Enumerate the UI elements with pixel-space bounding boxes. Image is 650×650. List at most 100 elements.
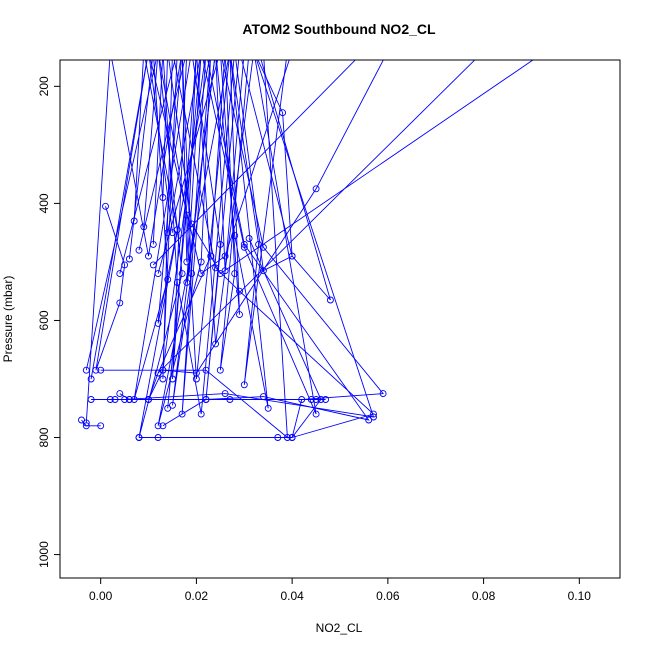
series-line: [152, 60, 356, 266]
profile-series: [149, 60, 356, 269]
series-line: [157, 60, 240, 315]
data-point: [259, 393, 267, 401]
profile-series: [97, 60, 291, 441]
data-point: [283, 434, 291, 441]
data-point: [169, 375, 176, 383]
series-line: [162, 60, 375, 439]
data-point: [149, 261, 157, 269]
data-point: [125, 255, 133, 263]
data-point: [212, 340, 220, 348]
y-axis-label: Pressure (mbar): [1, 276, 15, 363]
series-line: [162, 60, 370, 427]
x-tick-label: 0.02: [185, 589, 209, 603]
data-point: [221, 390, 229, 398]
x-tick-label: 0.00: [89, 589, 113, 603]
y-tick-label: 400: [37, 193, 51, 213]
series-line: [167, 60, 269, 409]
series-line: [152, 60, 293, 415]
y-tick-label: 800: [37, 427, 51, 447]
series-line: [143, 60, 287, 385]
data-point: [370, 410, 377, 418]
data-point: [116, 270, 124, 278]
x-axis: 0.00 0.02 0.04 0.06 0.08 0.10: [89, 577, 592, 603]
data-point: [97, 366, 105, 374]
x-tick-label: 0.08: [472, 589, 496, 603]
data-point: [226, 396, 234, 403]
data-point: [169, 401, 176, 409]
data-point: [312, 185, 320, 193]
data-point: [178, 270, 186, 278]
x-tick-label: 0.10: [568, 589, 592, 603]
series-line: [119, 60, 211, 415]
data-point: [154, 422, 162, 430]
data-point: [236, 311, 243, 319]
data-point: [145, 252, 152, 260]
data-point: [312, 396, 320, 403]
data-point: [164, 404, 172, 412]
data-point: [197, 270, 205, 278]
data-point: [216, 270, 224, 278]
series-line: [139, 60, 384, 438]
data-point: [240, 381, 248, 389]
data-point: [159, 422, 167, 430]
data-point: [116, 390, 124, 398]
data-point: [379, 390, 387, 398]
profile-series: [135, 60, 387, 441]
x-tick-label: 0.04: [280, 589, 304, 603]
profile-series: [154, 60, 243, 319]
profile-series: [87, 396, 320, 403]
x-axis-label: NO2_CL: [316, 621, 363, 635]
series-layer: [78, 60, 534, 441]
data-point: [240, 243, 248, 251]
series-line: [133, 60, 244, 406]
data-point: [178, 410, 186, 418]
data-point: [78, 416, 85, 424]
x-tick-label: 0.06: [376, 589, 400, 603]
data-point: [279, 109, 287, 117]
data-point: [317, 396, 325, 403]
data-point: [216, 366, 224, 374]
data-point: [173, 278, 181, 286]
y-tick-label: 200: [37, 76, 51, 96]
series-line: [100, 60, 288, 439]
plot-frame: [59, 59, 621, 579]
y-tick-label: 600: [37, 310, 51, 330]
data-point: [116, 299, 124, 307]
data-point: [298, 396, 306, 403]
profile-series: [78, 416, 105, 430]
y-axis: 200 400 600 800 1000: [37, 76, 61, 568]
series-line: [85, 60, 197, 423]
data-point: [102, 202, 109, 210]
chart-title: ATOM2 Southbound NO2_CL: [242, 21, 436, 37]
data-point: [87, 396, 95, 403]
data-point: [202, 366, 210, 374]
data-point: [221, 252, 229, 260]
data-point: [135, 246, 143, 254]
data-point: [159, 375, 167, 383]
data-point: [236, 287, 243, 295]
data-point: [326, 296, 334, 304]
series-line: [157, 60, 534, 374]
data-point: [259, 267, 267, 275]
data-point: [97, 422, 105, 430]
data-point: [322, 396, 330, 403]
data-point: [264, 404, 272, 412]
data-point: [207, 252, 215, 260]
data-point: [183, 258, 191, 266]
series-line: [128, 60, 240, 400]
profile-series: [164, 60, 320, 418]
data-point: [259, 243, 267, 251]
data-point: [82, 422, 90, 430]
data-point: [245, 235, 253, 242]
data-point: [197, 410, 205, 418]
series-line: [167, 60, 317, 415]
data-point: [106, 396, 114, 403]
data-point: [183, 278, 191, 286]
data-point: [202, 396, 210, 403]
data-point: [312, 410, 320, 418]
series-line: [95, 60, 173, 371]
profile-series: [159, 60, 377, 441]
data-point: [274, 434, 282, 441]
data-point: [154, 434, 162, 441]
